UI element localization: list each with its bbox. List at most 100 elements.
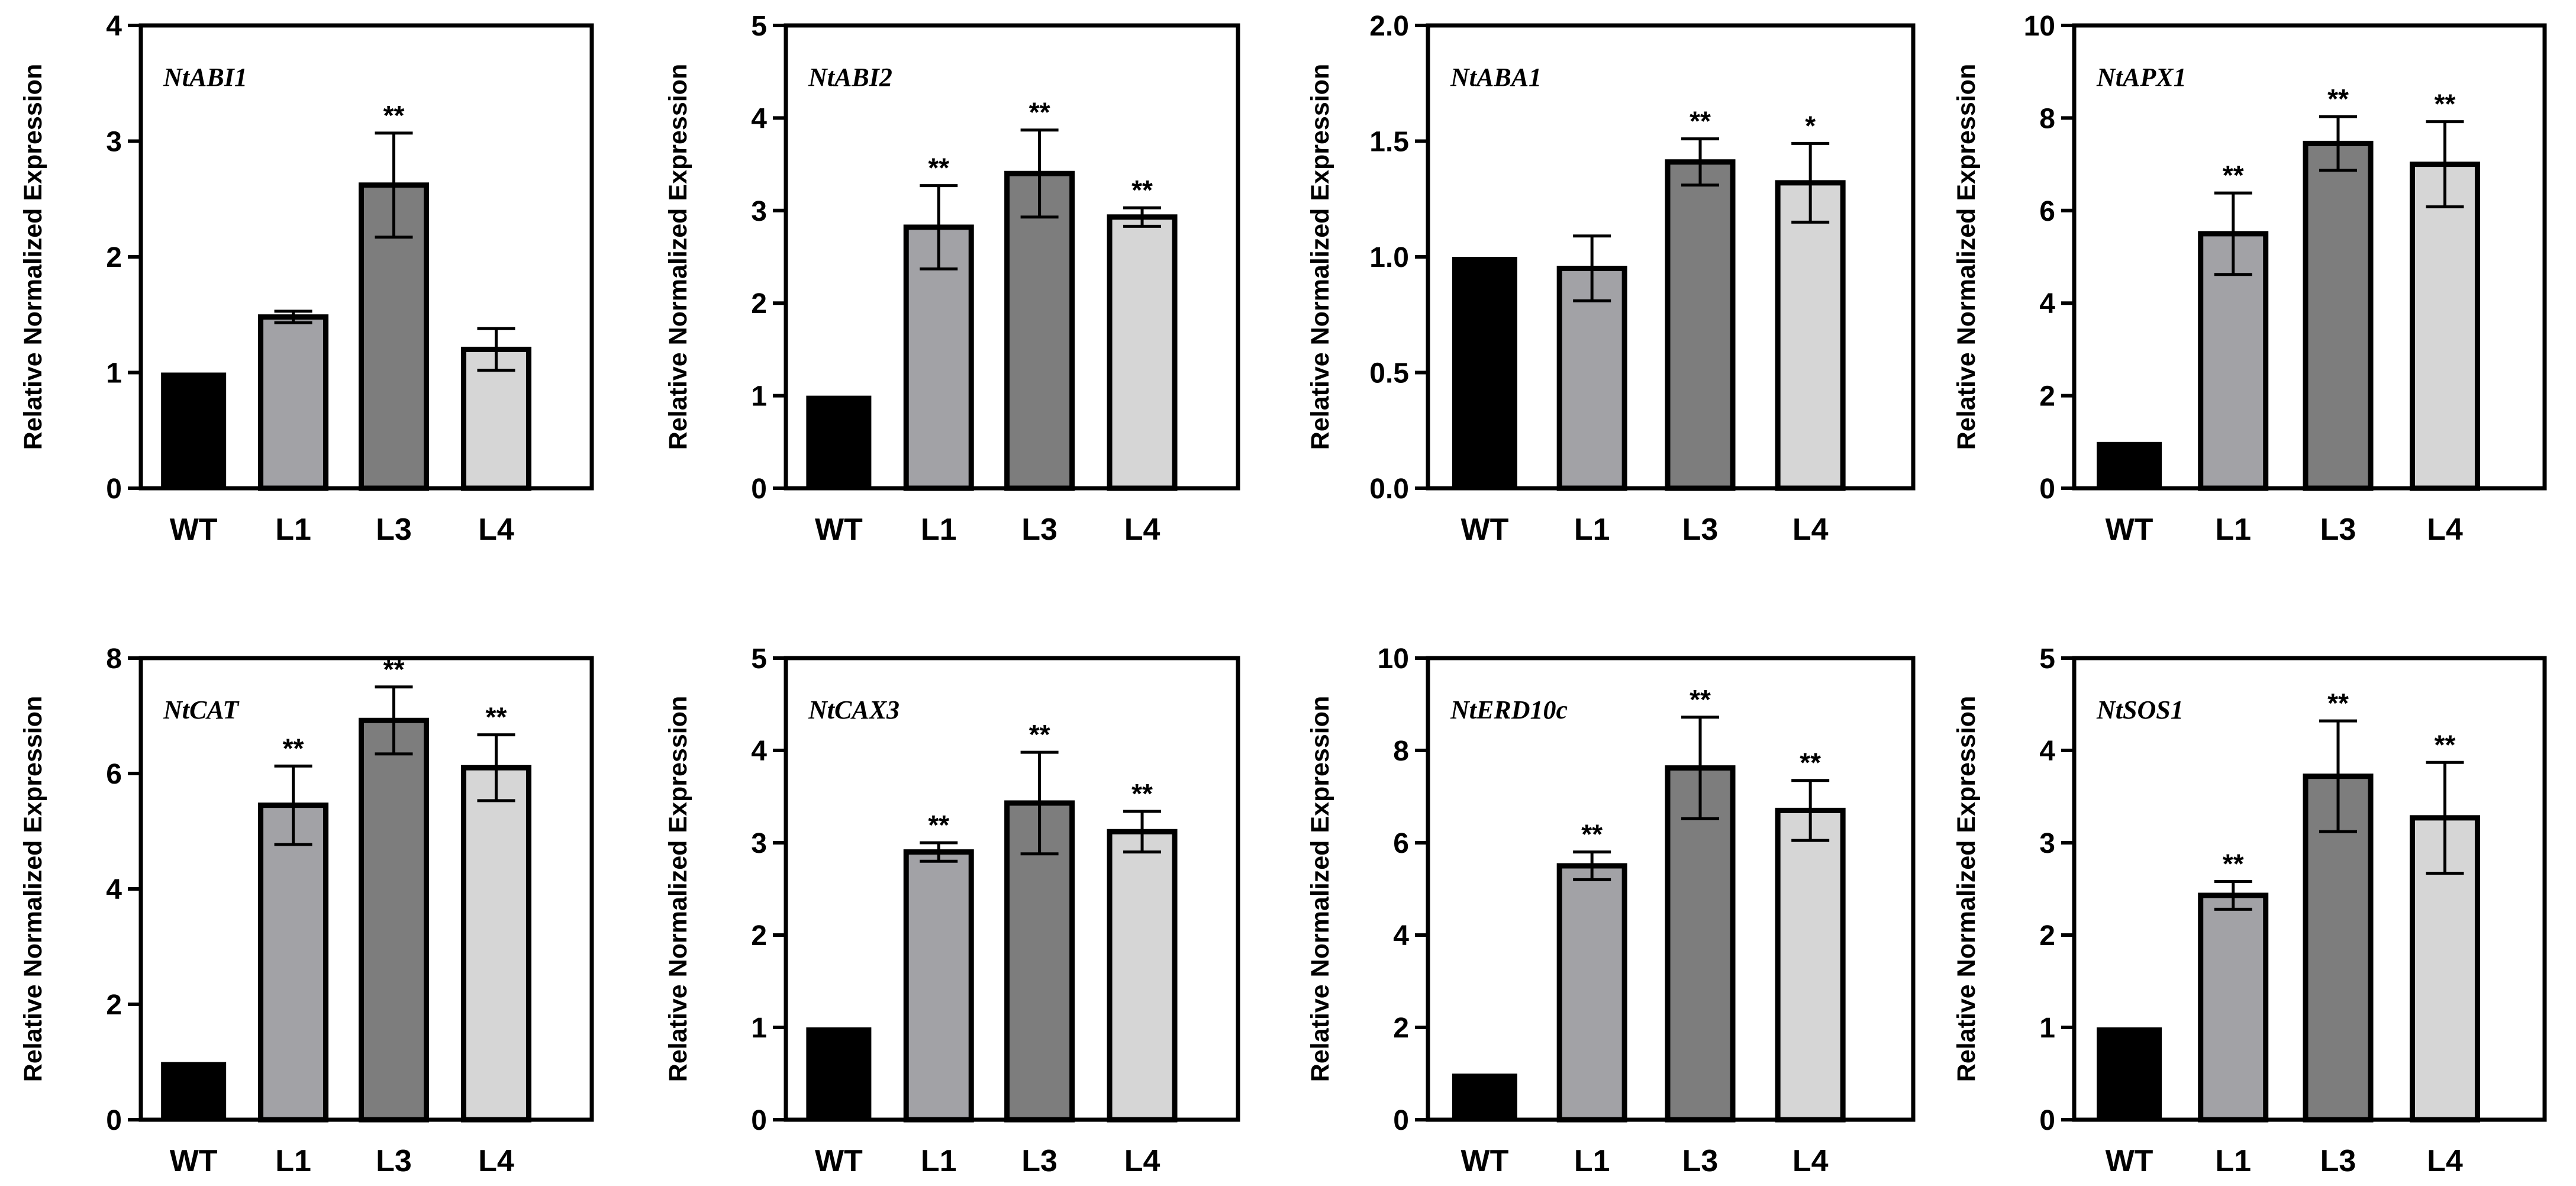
y-tick-label: 2 <box>1393 1013 1409 1044</box>
bar-L1 <box>258 803 329 1123</box>
bar-WT <box>161 1062 227 1120</box>
bar-WT <box>1452 1074 1517 1120</box>
x-category-label: WT <box>2106 1144 2153 1178</box>
y-tick-label: 2 <box>106 990 122 1021</box>
y-axis-label: Relative Normalized Expression <box>19 64 47 450</box>
y-tick-label: 4 <box>106 874 122 905</box>
gene-title: NtABA1 <box>1450 63 1542 92</box>
y-axis-label: Relative Normalized Expression <box>1952 696 1981 1082</box>
gene-title: NtABI2 <box>808 63 892 92</box>
bar-WT <box>2097 441 2162 488</box>
x-category-label: L3 <box>2320 513 2356 547</box>
bar-L3 <box>358 182 429 491</box>
significance-marker: * <box>1805 110 1816 141</box>
bar-L1 <box>2198 892 2269 1123</box>
y-tick-label: 0 <box>2039 1105 2055 1136</box>
bar-L4 <box>1107 214 1178 491</box>
y-tick-label: 4 <box>106 11 122 42</box>
bar-L4 <box>1107 829 1178 1123</box>
x-category-label: L1 <box>2215 513 2251 547</box>
y-tick-label: 1.5 <box>1369 127 1409 158</box>
y-axis-label: Relative Normalized Expression <box>1952 64 1981 450</box>
y-tick-label: 6 <box>2039 196 2055 227</box>
significance-marker: ** <box>1690 106 1711 137</box>
y-tick-label: 0.5 <box>1369 358 1409 389</box>
x-category-label: L4 <box>478 513 514 547</box>
bar-WT <box>806 395 872 488</box>
x-category-label: L1 <box>1574 513 1610 547</box>
panel-NtERD10c: 0 2 4 6 8 10 Relative Normalized Expression NtE… <box>1306 643 1916 1178</box>
y-tick-label: 8 <box>1393 736 1409 767</box>
y-tick-label: 3 <box>751 828 767 859</box>
significance-marker: ** <box>2435 89 2456 120</box>
bar-L3 <box>358 717 429 1123</box>
bar-WT <box>2097 1027 2162 1120</box>
x-category-label: L3 <box>376 513 412 547</box>
y-tick-label: 4 <box>751 103 767 134</box>
panel-NtABA1: 0.0 0.5 1.0 1.5 2.0 Relative Normalized Expre… <box>1306 11 1916 547</box>
y-tick-label: 1 <box>751 1013 767 1044</box>
x-category-label: L4 <box>1124 513 1160 547</box>
y-tick-label: 2 <box>751 920 767 952</box>
significance-marker: ** <box>1690 684 1711 715</box>
y-tick-label: 10 <box>2024 11 2055 42</box>
significance-marker: ** <box>2435 729 2456 760</box>
panel-NtCAT: 0 2 4 6 8 Relative Normalized Expression NtCAT… <box>19 643 594 1178</box>
x-category-label: L3 <box>376 1144 412 1178</box>
x-category-label: L1 <box>921 513 957 547</box>
y-tick-label: 0 <box>106 1105 122 1136</box>
x-category-label: WT <box>815 513 863 547</box>
bar-L1 <box>903 849 974 1123</box>
y-tick-label: 2.0 <box>1369 11 1409 42</box>
y-tick-label: 1.0 <box>1369 242 1409 273</box>
x-category-label: L1 <box>921 1144 957 1178</box>
x-category-label: L4 <box>1792 513 1829 547</box>
y-tick-label: 0 <box>751 473 767 505</box>
bar-L4 <box>1775 180 1846 491</box>
y-tick-label: 0 <box>106 473 122 505</box>
y-tick-label: 1 <box>2039 1013 2055 1044</box>
x-category-label: L3 <box>2320 1144 2356 1178</box>
y-tick-label: 4 <box>2039 736 2055 767</box>
significance-marker: ** <box>928 153 949 183</box>
gene-title: NtSOS1 <box>2096 695 2184 724</box>
significance-marker: ** <box>383 100 405 131</box>
y-axis-label: Relative Normalized Expression <box>664 696 692 1082</box>
y-axis-label: Relative Normalized Expression <box>19 696 47 1082</box>
panel-NtABI2: 0 1 2 3 4 5 Relative Normalized Expression NtAB… <box>664 11 1240 547</box>
significance-marker: ** <box>2223 160 2244 191</box>
x-category-label: L4 <box>1124 1144 1160 1178</box>
significance-marker: ** <box>1029 97 1050 128</box>
bar-L1 <box>1556 863 1627 1123</box>
significance-marker: ** <box>383 654 405 685</box>
x-category-label: L4 <box>2427 513 2463 547</box>
significance-marker: ** <box>2223 849 2244 879</box>
bar-L1 <box>2198 231 2269 491</box>
x-category-label: L3 <box>1021 1144 1058 1178</box>
y-tick-label: 2 <box>751 288 767 320</box>
significance-marker: ** <box>1131 778 1153 809</box>
y-tick-label: 0 <box>2039 473 2055 505</box>
y-tick-label: 0.0 <box>1369 473 1409 505</box>
gene-title: NtABI1 <box>163 63 247 92</box>
y-tick-label: 3 <box>751 196 767 227</box>
y-axis-label: Relative Normalized Expression <box>1306 696 1334 1082</box>
x-category-label: L4 <box>2427 1144 2463 1178</box>
significance-marker: ** <box>1029 719 1050 750</box>
x-category-label: L3 <box>1021 513 1058 547</box>
panel-NtABI1: 0 1 2 3 4 Relative Normalized Expression NtABI… <box>19 11 594 547</box>
y-axis-label: Relative Normalized Expression <box>664 64 692 450</box>
panel-NtAPX1: 0 2 4 6 8 10 Relative Normalized Expression NtA… <box>1952 11 2547 547</box>
significance-marker: ** <box>2327 688 2349 718</box>
significance-marker: ** <box>486 702 507 733</box>
x-category-label: WT <box>170 513 218 547</box>
y-tick-label: 0 <box>1393 1105 1409 1136</box>
y-axis-label: Relative Normalized Expression <box>1306 64 1334 450</box>
bar-L3 <box>1665 765 1736 1123</box>
y-tick-label: 3 <box>2039 828 2055 859</box>
x-category-label: L4 <box>478 1144 514 1178</box>
y-tick-label: 2 <box>2039 381 2055 412</box>
gene-title: NtCAX3 <box>808 695 899 724</box>
panel-NtCAX3: 0 1 2 3 4 5 Relative Normalized Expression NtCA… <box>664 643 1240 1178</box>
